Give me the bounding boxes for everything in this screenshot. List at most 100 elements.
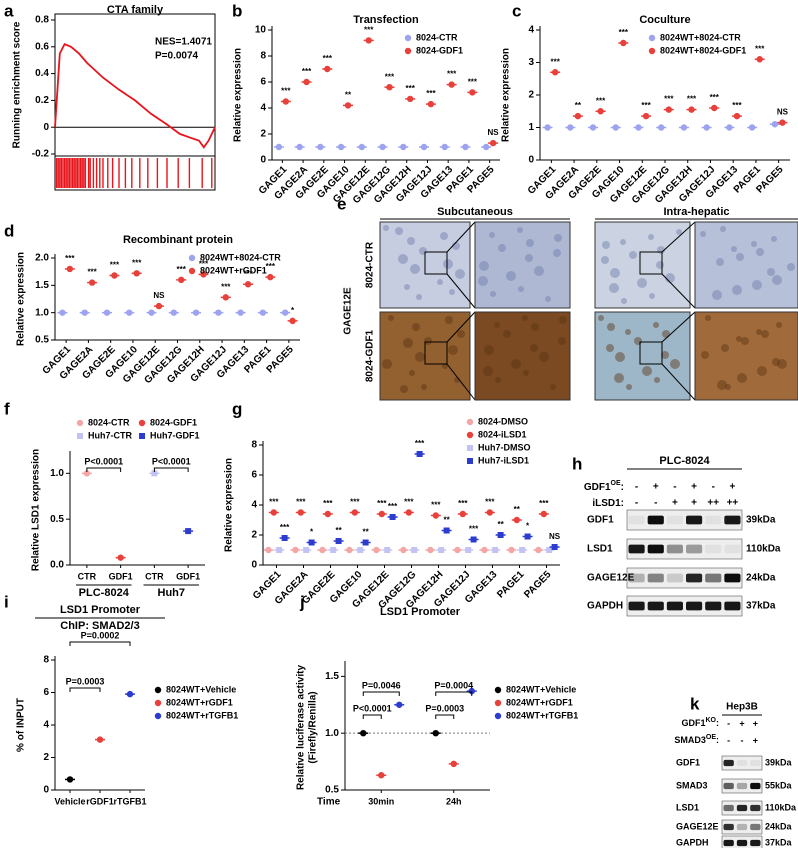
- cell: [626, 384, 632, 390]
- significance: ***: [687, 95, 697, 104]
- significance: ***: [431, 501, 441, 510]
- data-point: [379, 143, 386, 151]
- cell: [498, 244, 506, 252]
- significance: ***: [199, 260, 209, 269]
- cell: [642, 366, 652, 376]
- panel-letter: k: [690, 694, 700, 713]
- cell: [445, 316, 453, 324]
- condition-mark: +: [653, 482, 659, 493]
- cell: [409, 370, 415, 376]
- cell: [443, 259, 453, 269]
- cell: [767, 268, 775, 276]
- chart-title: Transfection: [353, 14, 419, 26]
- cell: [649, 293, 655, 299]
- data-point: [303, 78, 310, 86]
- data-point: [282, 98, 290, 105]
- cell: [648, 234, 654, 240]
- blot-strip: [626, 509, 743, 531]
- data-point: [244, 281, 252, 288]
- y-tick-label: 4: [528, 25, 534, 36]
- legend-marker: [76, 419, 84, 427]
- band: [686, 601, 703, 611]
- band-name: LSD1: [676, 802, 699, 812]
- plot-frame: [54, 13, 216, 191]
- condition-suffix: :: [621, 482, 624, 493]
- data-point: [324, 510, 331, 518]
- data-point: [319, 546, 326, 554]
- legend-marker: [404, 47, 412, 55]
- annotation: P=0.0074: [155, 51, 199, 62]
- significance: NS: [549, 532, 561, 541]
- cell: [602, 241, 610, 249]
- chart-title: CTA family: [107, 4, 164, 16]
- legend-label: 8024-iLSD1: [478, 429, 527, 439]
- stain-label: GAGE12E: [343, 287, 354, 335]
- band: [736, 823, 748, 831]
- cell: [610, 268, 620, 278]
- cell: [421, 384, 427, 390]
- cell: [554, 234, 562, 242]
- band: [686, 573, 703, 583]
- condition-mark: +: [672, 498, 678, 509]
- data-point: [469, 89, 476, 96]
- chart-title: LSD1 Promoter: [60, 604, 141, 616]
- data-point: [748, 124, 756, 131]
- panel-letter: i: [4, 592, 9, 611]
- significance: NS: [153, 291, 165, 300]
- data-point: [357, 547, 364, 553]
- y-axis-label: Relative expression: [233, 48, 244, 142]
- band: [705, 573, 722, 583]
- condition-sup: KO: [706, 717, 717, 724]
- condition-mark: +: [739, 718, 744, 728]
- condition-suffix: :: [716, 718, 719, 728]
- data-point: [589, 124, 597, 131]
- cell: [407, 237, 415, 245]
- data-point: [303, 547, 310, 553]
- legend-label: 8024WT+Vehicle: [506, 684, 576, 694]
- significance: ***: [641, 101, 651, 110]
- significance: ***: [619, 28, 629, 37]
- y-tick-label: 8: [251, 440, 257, 451]
- legend-label: Huh7-GDF1: [150, 430, 200, 440]
- significance: ***: [447, 70, 457, 79]
- significance: *: [526, 522, 530, 531]
- cell: [705, 315, 711, 321]
- data-point: [192, 309, 200, 316]
- x-axis-label: Time: [317, 797, 341, 808]
- legend-label: 8024-CTR: [88, 417, 130, 427]
- panel-letter: j: [299, 592, 305, 611]
- significance: ***: [269, 498, 279, 507]
- cell: [772, 358, 780, 366]
- zoom-line: [661, 363, 696, 401]
- data-point: [324, 65, 331, 73]
- legend-marker: [467, 458, 473, 464]
- data-point: [450, 760, 457, 768]
- condition-mark: -: [654, 498, 657, 509]
- data-point: [551, 69, 559, 76]
- significance: **: [345, 91, 352, 100]
- data-point: [492, 547, 499, 553]
- comparison-label: P<0.0001: [152, 456, 191, 466]
- data-point: [96, 736, 104, 743]
- data-point: [454, 546, 461, 554]
- data-point: [337, 143, 345, 151]
- data-point: [400, 143, 407, 151]
- band: [628, 601, 645, 611]
- legend-marker: [188, 254, 196, 262]
- legend-label: 8024-GDF1: [416, 45, 463, 55]
- significance: ***: [539, 499, 549, 508]
- legend-label: 8024WT+rTGFB1: [166, 710, 238, 720]
- data-point: [317, 143, 324, 151]
- data-point: [270, 509, 277, 516]
- cell: [383, 225, 389, 231]
- cell: [530, 344, 538, 352]
- y-tick-label: 2: [43, 752, 49, 763]
- band-size: 39kDa: [765, 757, 793, 767]
- cell: [395, 227, 403, 235]
- ihc-image: [594, 221, 691, 309]
- significance: ***: [280, 523, 290, 532]
- condition-mark: +: [691, 498, 697, 509]
- legend-marker: [154, 699, 162, 707]
- cell: [634, 337, 642, 345]
- blot-strip: [626, 538, 743, 560]
